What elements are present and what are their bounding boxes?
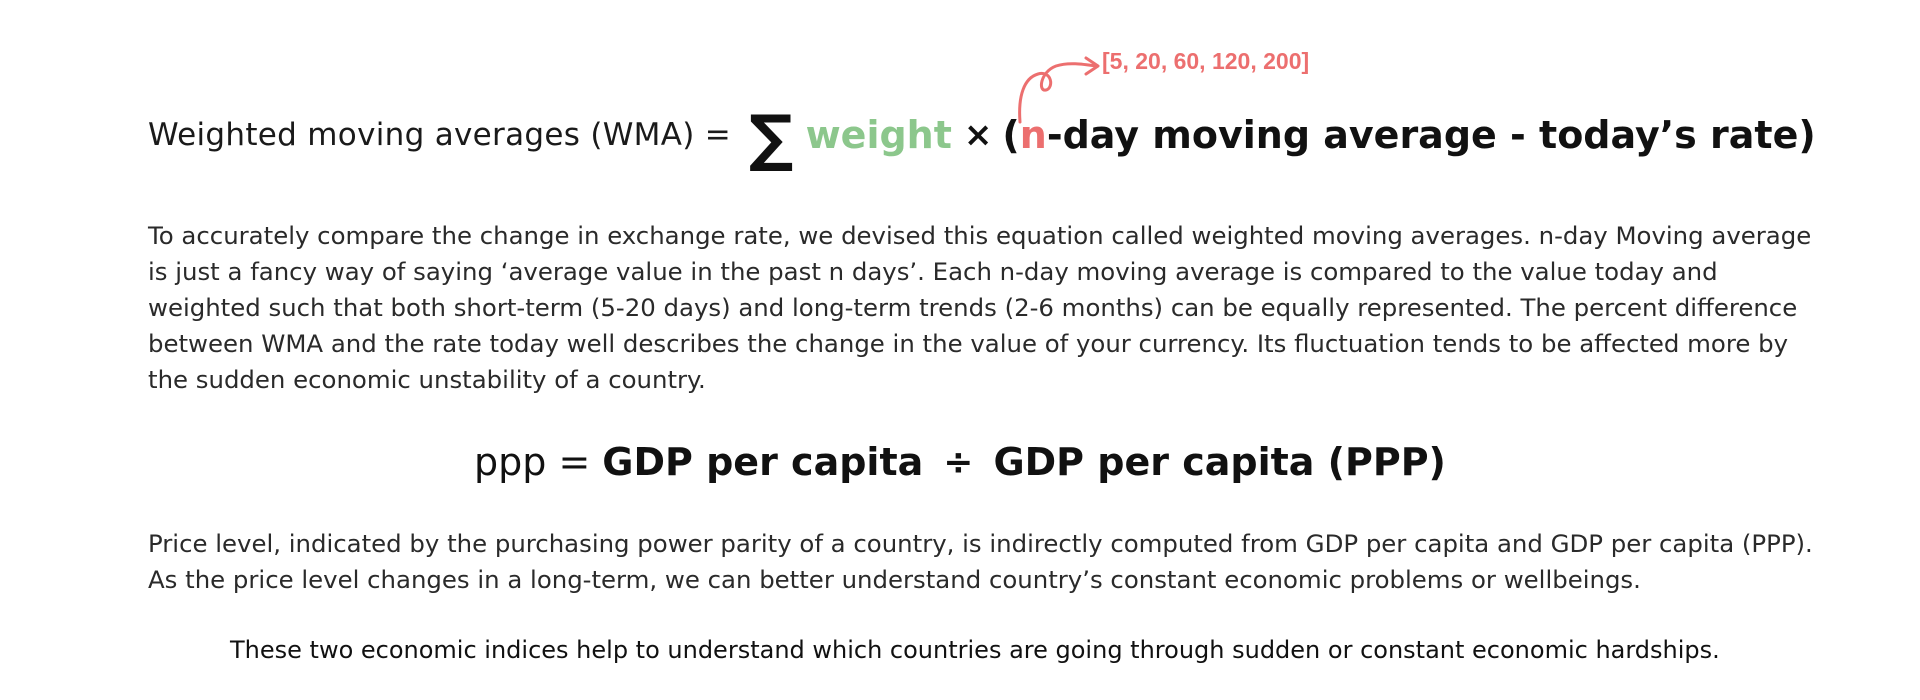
ppp-formula-label: ppp = [474,440,591,484]
gdp-per-capita-term: GDP per capita [602,440,924,484]
divide-symbol: ÷ [943,441,974,483]
ppp-formula: ppp = GDP per capita ÷ GDP per capita (P… [474,432,1446,492]
n-values-annotation: [5, 20, 60, 120, 200] [1102,48,1310,74]
open-paren: ( [1002,113,1020,157]
sigma-symbol: ∑ [749,100,794,174]
summary-text: These two economic indices help to under… [230,636,1720,664]
wma-formula: Weighted moving averages (WMA) = ∑ weigh… [148,100,1816,174]
moving-average-term: -day moving average - today’s rate) [1046,113,1816,157]
wma-description: To accurately compare the change in exch… [148,221,1812,394]
ppp-description: Price level, indicated by the purchasing… [148,529,1813,594]
gdp-per-capita-ppp-term: GDP per capita (PPP) [993,440,1446,484]
n-term: n [1019,113,1047,157]
weight-term: weight [805,113,952,157]
curly-arrow-icon [1018,56,1100,124]
times-symbol: × [963,115,993,155]
wma-formula-label: Weighted moving averages (WMA) = [148,117,732,153]
